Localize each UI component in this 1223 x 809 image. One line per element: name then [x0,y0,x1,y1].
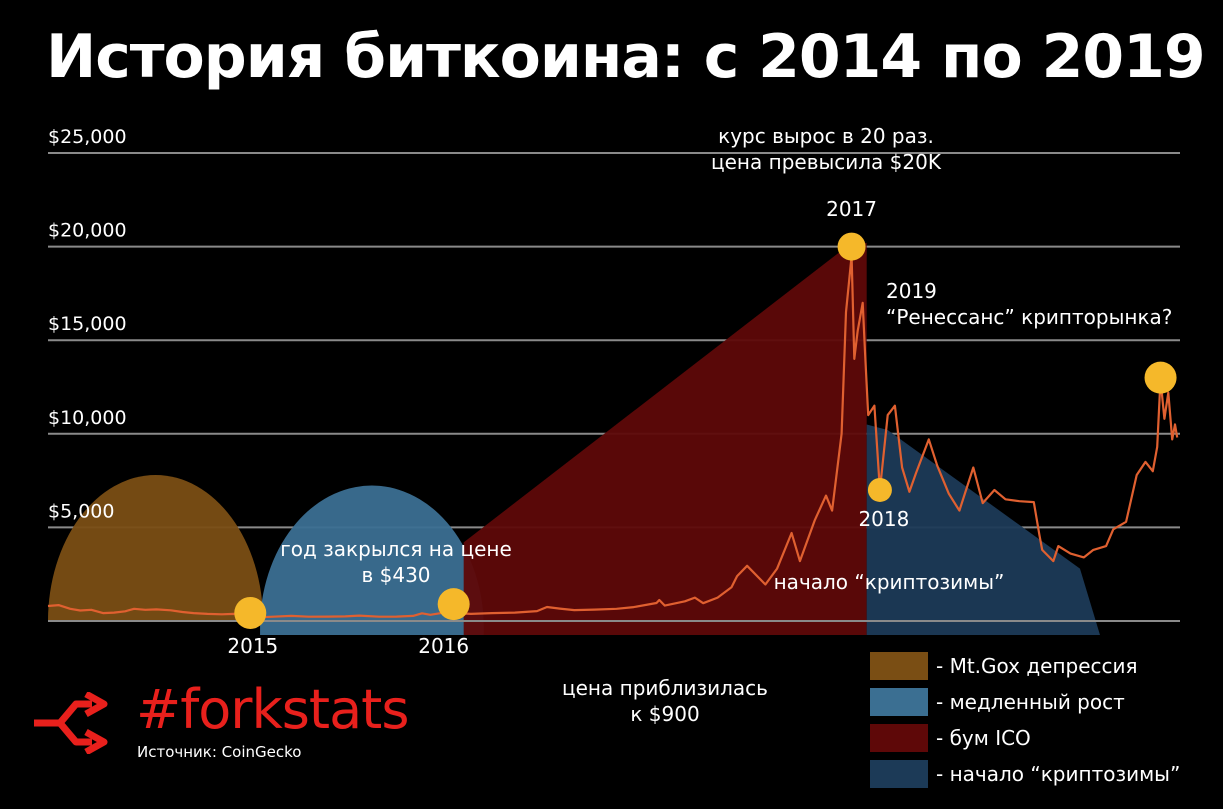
forked-arrow-icon [30,690,110,758]
year-label: 2017 [826,197,877,221]
y-tick-label: $15,000 [48,313,127,335]
annotation-text: 2019 [886,279,937,303]
legend-item: - Mt.Gox депрессия [870,648,1180,684]
legend-item: - медленный рост [870,684,1180,720]
brand-hashtag: #forkstats [136,678,409,741]
phase-area-crypto-winter [866,424,1100,635]
legend-swatch [870,760,928,788]
legend-item: - бум ICO [870,720,1180,756]
annotation-text: “Ренессанс” крипторынка? [886,305,1172,329]
year-label: 2015 [227,634,278,658]
y-tick-label: $10,000 [48,407,127,429]
legend-item: - начало “криптозимы” [870,756,1180,792]
highlight-point [437,588,470,621]
highlight-points [234,232,1177,629]
highlight-point [234,596,267,629]
legend-label: - медленный рост [936,690,1125,714]
year-labels: 2015 2016 2017 2018 [227,197,909,658]
phase-area-mtgox-depression [48,474,264,621]
legend-label: - Mt.Gox депрессия [936,654,1138,678]
page-title: История биткоина: с 2014 по 2019 [46,22,1206,92]
annotation-text: к $900 [630,702,699,726]
highlight-point [837,232,866,261]
y-tick-label: $20,000 [48,220,127,242]
year-label: 2018 [858,507,909,531]
annotation-text: начало “криптозимы” [774,570,1005,594]
legend-swatch [870,652,928,680]
y-tick-label: $5,000 [48,500,114,522]
annotation-text: год закрылся на цене [280,537,512,561]
source-credit: Источник: CoinGecko [137,743,302,761]
phase-area-slow-growth [260,485,484,635]
highlight-point [867,477,892,502]
annotation-text: цена приблизилась [562,676,768,700]
annotation-text: в $430 [361,563,430,587]
y-tick-labels: $5,000 $10,000 $15,000 $20,000 $25,000 [48,126,127,522]
y-tick-label: $25,000 [48,126,127,148]
highlight-point [1144,361,1177,394]
annotation-text: цена превысила $20K [711,150,942,174]
legend-swatch [870,688,928,716]
legend-label: - бум ICO [936,726,1031,750]
phase-areas [48,242,1100,635]
annotation-text: курс вырос в 20 раз. [718,124,934,148]
legend-label: - начало “криптозимы” [936,762,1181,786]
year-label: 2016 [418,634,469,658]
phase-area-ico-boom [463,242,867,635]
legend: - Mt.Gox депрессия - медленный рост - бу… [870,648,1180,792]
legend-swatch [870,724,928,752]
